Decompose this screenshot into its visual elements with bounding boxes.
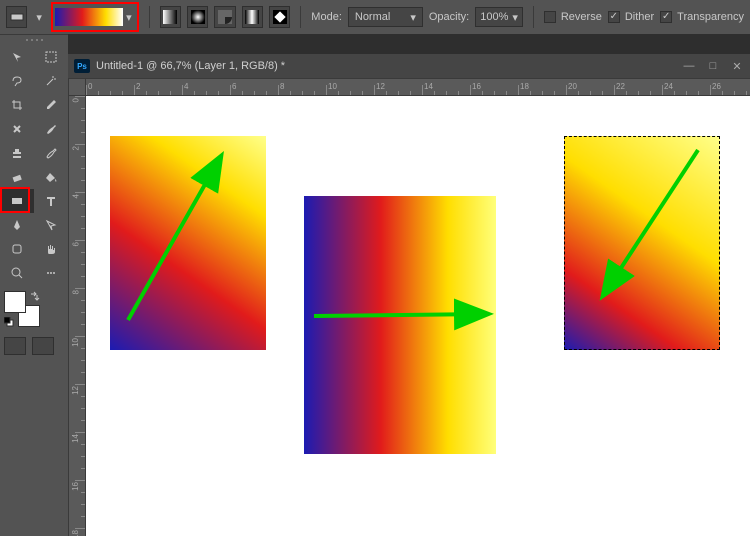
gradient-type-linear[interactable] xyxy=(160,6,181,28)
opacity-label: Opacity: xyxy=(429,11,469,23)
tool-crop[interactable] xyxy=(0,93,34,117)
tool-hand[interactable] xyxy=(34,237,68,261)
tab-bar-background xyxy=(68,34,750,54)
blend-mode-select[interactable]: Normal ▾ xyxy=(348,7,423,27)
transparency-checkbox-group[interactable]: Transparency xyxy=(660,11,744,23)
gradient-picker[interactable] xyxy=(55,8,123,26)
chevron-down-icon: ▾ xyxy=(512,11,518,24)
separator xyxy=(149,6,150,28)
tool-preset-dropdown[interactable]: ▾ xyxy=(33,6,45,28)
options-bar: ▾ ▾ Mode: Normal ▾ Opacity: 100% ▾ Rever… xyxy=(0,0,750,34)
quick-mask-mode[interactable] xyxy=(4,337,26,355)
tool-path-select[interactable] xyxy=(34,213,68,237)
tool-lasso[interactable] xyxy=(0,69,34,93)
screen-mode[interactable] xyxy=(32,337,54,355)
separator xyxy=(300,6,301,28)
gradient-sample-g1 xyxy=(110,136,266,350)
reverse-label: Reverse xyxy=(561,11,602,23)
gradient-type-radial[interactable] xyxy=(187,6,208,28)
dither-checkbox[interactable] xyxy=(608,11,620,23)
dither-label: Dither xyxy=(625,11,654,23)
document-tab[interactable]: Ps Untitled-1 @ 66,7% (Layer 1, RGB/8) *… xyxy=(68,54,750,78)
reverse-checkbox[interactable] xyxy=(544,11,556,23)
gradient-preview-highlight: ▾ xyxy=(51,2,139,32)
tool-brush[interactable] xyxy=(34,117,68,141)
transparency-label: Transparency xyxy=(677,11,744,23)
gradient-sample-g3 xyxy=(564,136,720,350)
tool-panel xyxy=(0,34,68,536)
tool-more[interactable] xyxy=(34,261,68,285)
ps-badge-icon: Ps xyxy=(74,59,90,73)
tool-stamp[interactable] xyxy=(0,141,34,165)
transparency-checkbox[interactable] xyxy=(660,11,672,23)
dither-checkbox-group[interactable]: Dither xyxy=(608,11,654,23)
gradient-sample-g2 xyxy=(304,196,496,454)
blend-mode-value: Normal xyxy=(355,11,390,23)
tool-pen[interactable] xyxy=(0,213,34,237)
maximize-button[interactable]: □ xyxy=(706,60,720,73)
ruler-vertical: 0246810121416182022 xyxy=(68,96,86,536)
tool-shape[interactable] xyxy=(0,237,34,261)
tool-type[interactable] xyxy=(34,189,68,213)
ruler-horizontal: 0246810121416182022242628 xyxy=(86,78,750,96)
opacity-value: 100% xyxy=(480,11,508,23)
tool-grid xyxy=(0,45,68,285)
active-tool-indicator xyxy=(6,6,27,28)
close-button[interactable]: ✕ xyxy=(730,60,744,73)
foreground-color-swatch[interactable] xyxy=(4,291,26,313)
gradient-type-reflected[interactable] xyxy=(242,6,263,28)
tool-heal[interactable] xyxy=(0,117,34,141)
tool-zoom[interactable] xyxy=(0,261,34,285)
default-colors-icon[interactable] xyxy=(4,317,14,327)
document-title: Untitled-1 @ 66,7% (Layer 1, RGB/8) * xyxy=(96,60,285,72)
gradient-type-angle[interactable] xyxy=(214,6,235,28)
tool-wand[interactable] xyxy=(34,69,68,93)
chevron-down-icon: ▾ xyxy=(410,11,416,24)
ruler-corner xyxy=(68,78,86,96)
mode-label: Mode: xyxy=(311,11,342,23)
window-controls: — □ ✕ xyxy=(682,60,744,73)
tool-move[interactable] xyxy=(0,45,34,69)
opacity-input[interactable]: 100% ▾ xyxy=(475,7,523,27)
gradient-type-diamond[interactable] xyxy=(269,6,290,28)
canvas[interactable] xyxy=(86,96,750,536)
tool-eyedropper[interactable] xyxy=(34,93,68,117)
tool-history-brush[interactable] xyxy=(34,141,68,165)
panel-grip[interactable] xyxy=(0,35,68,45)
color-swatches xyxy=(0,285,68,333)
reverse-checkbox-group[interactable]: Reverse xyxy=(544,11,602,23)
swap-colors-icon[interactable] xyxy=(30,291,40,301)
tool-bucket[interactable] xyxy=(34,165,68,189)
separator xyxy=(533,6,534,28)
tool-eraser[interactable] xyxy=(0,165,34,189)
tool-marquee[interactable] xyxy=(34,45,68,69)
minimize-button[interactable]: — xyxy=(682,60,696,73)
gradient-picker-dropdown[interactable]: ▾ xyxy=(123,6,135,28)
tool-gradient[interactable] xyxy=(0,189,34,213)
